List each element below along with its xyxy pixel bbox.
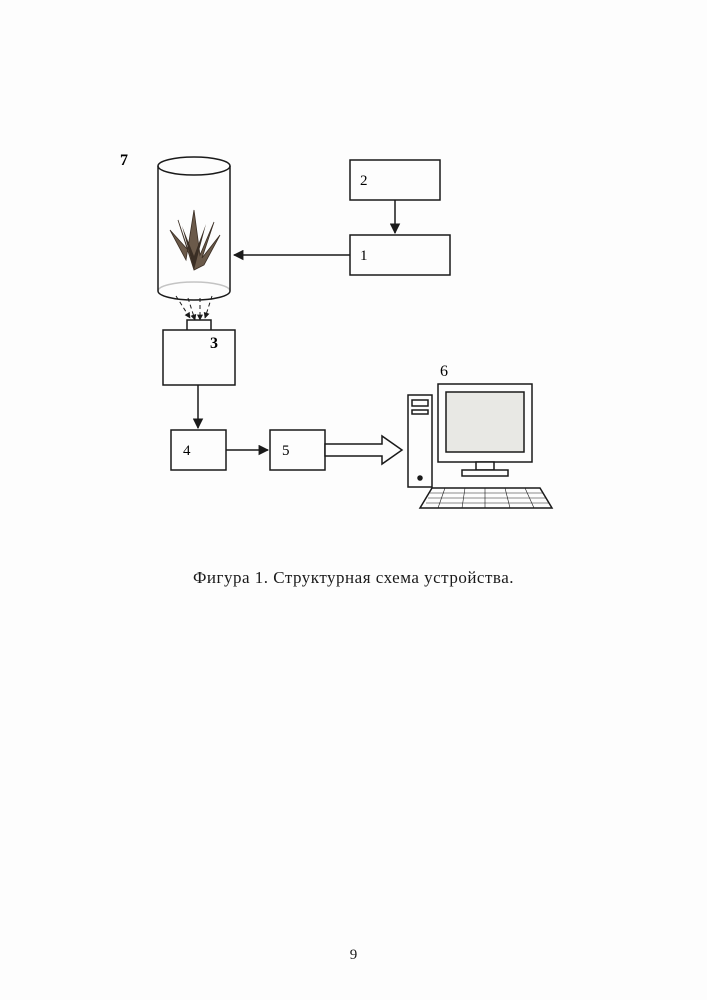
plant-icon bbox=[170, 210, 220, 270]
label-3: 3 bbox=[210, 335, 218, 352]
label-1: 1 bbox=[360, 248, 368, 264]
label-4: 4 bbox=[183, 443, 191, 459]
figure-caption: Фигура 1. Структурная схема устройства. bbox=[0, 568, 707, 588]
structural-diagram: 7 3 2 1 bbox=[0, 0, 707, 560]
computer-icon bbox=[408, 384, 552, 508]
block-3 bbox=[163, 330, 235, 385]
label-2: 2 bbox=[360, 173, 368, 189]
page-number: 9 bbox=[0, 947, 707, 964]
edge-5-6-blockarrow bbox=[325, 436, 402, 464]
block-5 bbox=[270, 430, 325, 470]
label-5: 5 bbox=[282, 443, 290, 459]
label-6: 6 bbox=[440, 363, 448, 380]
label-7: 7 bbox=[120, 152, 128, 169]
block-4 bbox=[171, 430, 226, 470]
